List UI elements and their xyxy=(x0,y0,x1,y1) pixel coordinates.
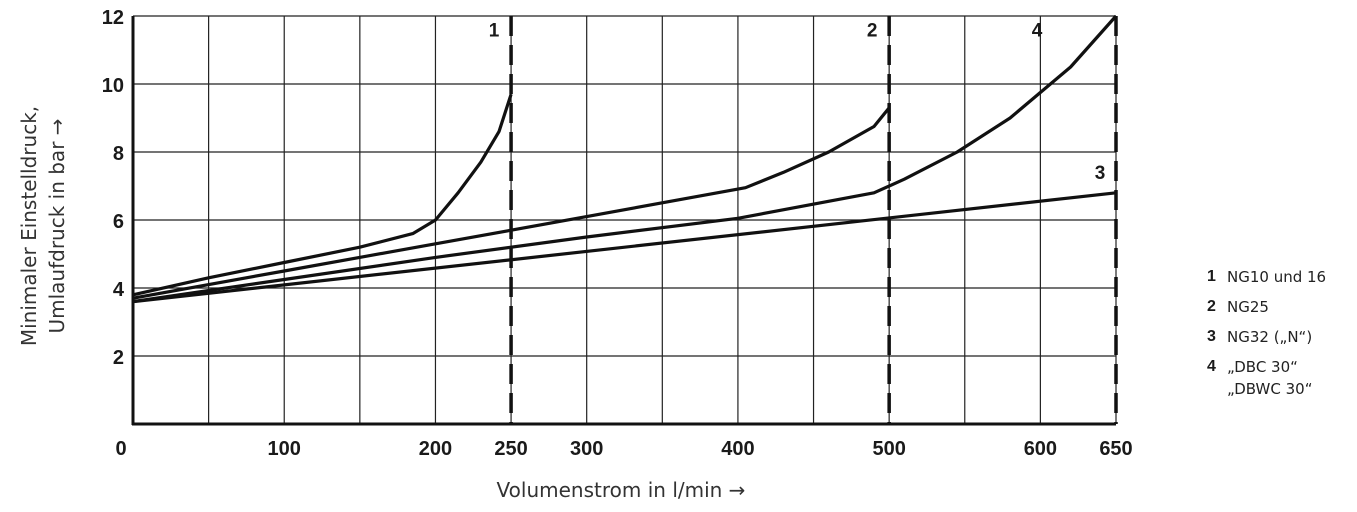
x-tick-label: 300 xyxy=(570,438,603,460)
legend-number: 3 xyxy=(1207,328,1216,345)
legend-number: 4 xyxy=(1207,358,1216,375)
legend-text: NG25 xyxy=(1227,298,1269,316)
y-tick-label: 4 xyxy=(113,279,125,301)
legend: 1 NG10 und 16 2 NG25 3 NG32 („N“) 4 „DBC… xyxy=(1207,266,1352,408)
x-tick-label: 200 xyxy=(419,438,452,460)
series-line-1 xyxy=(132,93,513,297)
legend-number: 1 xyxy=(1207,268,1216,285)
x-tick-label: 650 xyxy=(1099,438,1132,460)
legend-item: 4 „DBC 30“ „DBWC 30“ xyxy=(1207,356,1352,400)
series-line-4 xyxy=(132,14,1118,304)
legend-number: 2 xyxy=(1207,298,1216,315)
y-tick-label: 10 xyxy=(102,75,124,97)
curves xyxy=(132,14,1118,304)
x-tick-label: 600 xyxy=(1024,438,1057,460)
legend-item: 1 NG10 und 16 xyxy=(1207,266,1352,288)
x-axis-title: Volumenstrom in l/min → xyxy=(497,478,746,502)
x-tick-label: 400 xyxy=(721,438,754,460)
legend-item: 3 NG32 („N“) xyxy=(1207,326,1352,348)
x-tick-label: 100 xyxy=(268,438,301,460)
series-line-2 xyxy=(132,106,891,300)
limit-lines xyxy=(509,16,1118,424)
y-tick-label: 12 xyxy=(102,7,124,29)
curve-label-2: 2 xyxy=(867,20,878,41)
curve-label-3: 3 xyxy=(1095,163,1106,184)
x-tick-label: 500 xyxy=(872,438,905,460)
y-tick-label: 6 xyxy=(113,211,124,233)
y-tick-label: 8 xyxy=(113,143,124,165)
axes xyxy=(131,16,1116,426)
legend-text: NG10 und 16 xyxy=(1227,268,1327,286)
x-tick-label: 250 xyxy=(494,438,527,460)
y-axis-title-line2: Umlaufdruck in bar → xyxy=(45,118,69,333)
curve-label-1: 1 xyxy=(489,20,500,41)
legend-text: „DBC 30“ „DBWC 30“ xyxy=(1227,358,1313,398)
series-line-3 xyxy=(132,191,1117,304)
curve-labels: 1 2 3 4 xyxy=(489,20,1106,184)
y-axis-title-line1: Minimaler Einstelldruck, xyxy=(17,106,41,346)
x-tick-label: 0 xyxy=(115,438,126,460)
legend-text: NG32 („N“) xyxy=(1227,328,1313,346)
legend-item: 2 NG25 xyxy=(1207,296,1352,318)
curve-label-4: 4 xyxy=(1032,20,1043,41)
grid xyxy=(132,15,1117,425)
y-tick-label: 2 xyxy=(113,347,124,369)
